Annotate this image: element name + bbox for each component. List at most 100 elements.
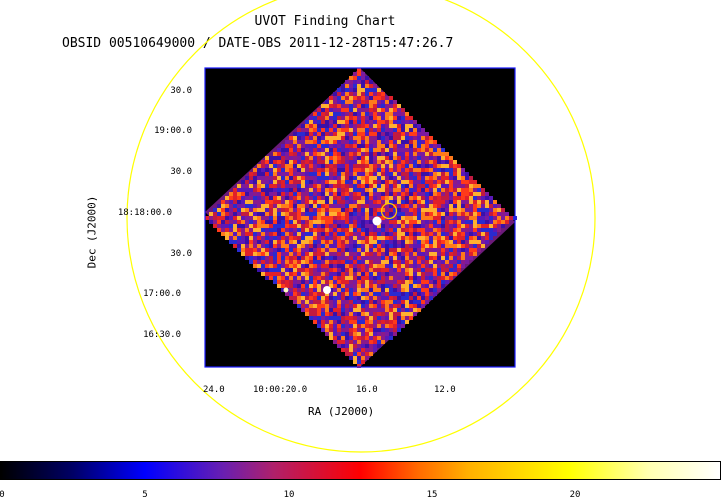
noise-pixel: [393, 128, 397, 132]
noise-pixel: [401, 228, 405, 232]
noise-pixel: [433, 232, 437, 236]
noise-pixel: [337, 208, 341, 212]
noise-pixel: [429, 156, 433, 160]
noise-pixel: [317, 168, 321, 172]
noise-pixel: [433, 224, 437, 228]
noise-pixel: [481, 236, 485, 240]
noise-pixel: [465, 232, 469, 236]
noise-pixel: [489, 208, 493, 212]
noise-pixel: [325, 280, 329, 284]
noise-pixel: [305, 132, 309, 136]
noise-pixel: [353, 268, 357, 272]
noise-pixel: [249, 256, 253, 260]
noise-pixel: [349, 260, 353, 264]
noise-pixel: [301, 272, 305, 276]
noise-pixel: [321, 184, 325, 188]
noise-pixel: [325, 156, 329, 160]
noise-pixel: [333, 196, 337, 200]
noise-pixel: [385, 300, 389, 304]
noise-pixel: [309, 172, 313, 176]
noise-pixel: [329, 172, 333, 176]
noise-pixel: [373, 304, 377, 308]
noise-pixel: [345, 280, 349, 284]
noise-pixel: [349, 80, 353, 84]
noise-pixel: [325, 140, 329, 144]
noise-pixel: [453, 252, 457, 256]
noise-pixel: [297, 152, 301, 156]
noise-pixel: [453, 208, 457, 212]
noise-pixel: [421, 296, 425, 300]
noise-pixel: [249, 232, 253, 236]
noise-pixel: [345, 288, 349, 292]
noise-pixel: [389, 320, 393, 324]
noise-pixel: [401, 220, 405, 224]
noise-pixel: [309, 292, 313, 296]
noise-pixel: [321, 152, 325, 156]
noise-pixel: [229, 220, 233, 224]
noise-pixel: [377, 248, 381, 252]
noise-pixel: [309, 260, 313, 264]
noise-pixel: [349, 292, 353, 296]
noise-pixel: [345, 176, 349, 180]
noise-pixel: [357, 172, 361, 176]
noise-pixel: [413, 236, 417, 240]
noise-pixel: [301, 172, 305, 176]
noise-pixel: [465, 216, 469, 220]
noise-pixel: [473, 252, 477, 256]
noise-pixel: [329, 264, 333, 268]
noise-pixel: [357, 272, 361, 276]
noise-pixel: [269, 160, 273, 164]
noise-pixel: [345, 312, 349, 316]
noise-pixel: [413, 160, 417, 164]
noise-pixel: [401, 300, 405, 304]
noise-pixel: [357, 260, 361, 264]
noise-pixel: [385, 136, 389, 140]
noise-pixel: [481, 192, 485, 196]
noise-pixel: [285, 152, 289, 156]
noise-pixel: [369, 332, 373, 336]
noise-pixel: [329, 168, 333, 172]
noise-pixel: [401, 276, 405, 280]
noise-pixel: [345, 196, 349, 200]
noise-pixel: [393, 312, 397, 316]
noise-pixel: [433, 144, 437, 148]
noise-pixel: [349, 152, 353, 156]
noise-pixel: [461, 252, 465, 256]
noise-pixel: [405, 232, 409, 236]
noise-pixel: [257, 228, 261, 232]
noise-pixel: [441, 260, 445, 264]
noise-pixel: [269, 248, 273, 252]
noise-pixel: [421, 192, 425, 196]
noise-pixel: [225, 196, 229, 200]
noise-pixel: [365, 268, 369, 272]
noise-pixel: [473, 188, 477, 192]
noise-pixel: [313, 228, 317, 232]
noise-pixel: [409, 184, 413, 188]
noise-pixel: [393, 168, 397, 172]
noise-pixel: [453, 164, 457, 168]
noise-pixel: [445, 260, 449, 264]
noise-pixel: [345, 188, 349, 192]
noise-pixel: [277, 196, 281, 200]
noise-pixel: [337, 304, 341, 308]
noise-pixel: [285, 292, 289, 296]
noise-pixel: [377, 156, 381, 160]
noise-pixel: [417, 192, 421, 196]
noise-pixel: [445, 188, 449, 192]
noise-pixel: [337, 124, 341, 128]
noise-pixel: [213, 216, 217, 220]
noise-pixel: [485, 228, 489, 232]
noise-pixel: [365, 232, 369, 236]
noise-pixel: [417, 144, 421, 148]
noise-pixel: [245, 188, 249, 192]
noise-pixel: [345, 148, 349, 152]
noise-pixel: [385, 256, 389, 260]
noise-pixel: [357, 332, 361, 336]
noise-pixel: [353, 156, 357, 160]
noise-pixel: [409, 204, 413, 208]
noise-pixel: [293, 232, 297, 236]
noise-pixel: [465, 172, 469, 176]
noise-pixel: [421, 216, 425, 220]
noise-pixel: [417, 268, 421, 272]
noise-pixel: [481, 224, 485, 228]
